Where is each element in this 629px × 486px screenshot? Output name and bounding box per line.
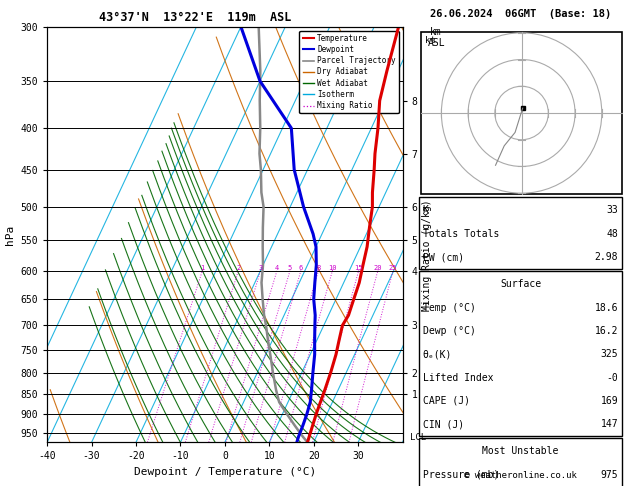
- Text: km
ASL: km ASL: [428, 27, 445, 48]
- FancyBboxPatch shape: [421, 32, 623, 194]
- Text: Dewp (°C): Dewp (°C): [423, 326, 476, 336]
- Text: 20: 20: [374, 265, 382, 271]
- Text: 1: 1: [200, 265, 204, 271]
- Text: Temp (°C): Temp (°C): [423, 303, 476, 312]
- Text: PW (cm): PW (cm): [423, 252, 464, 262]
- Text: © weatheronline.co.uk: © weatheronline.co.uk: [464, 471, 577, 480]
- Text: Lifted Index: Lifted Index: [423, 373, 493, 382]
- Text: 5: 5: [287, 265, 292, 271]
- Text: Most Unstable: Most Unstable: [482, 447, 559, 456]
- Text: θₑ(K): θₑ(K): [423, 349, 452, 359]
- Text: 3: 3: [259, 265, 263, 271]
- Text: Pressure (mb): Pressure (mb): [423, 470, 499, 480]
- Text: 26.06.2024  06GMT  (Base: 18): 26.06.2024 06GMT (Base: 18): [430, 9, 611, 19]
- FancyBboxPatch shape: [418, 197, 623, 269]
- Text: 2.98: 2.98: [594, 252, 618, 262]
- Text: 2: 2: [236, 265, 240, 271]
- Text: LCL: LCL: [409, 433, 426, 442]
- Text: CAPE (J): CAPE (J): [423, 396, 470, 406]
- Text: 16.2: 16.2: [594, 326, 618, 336]
- Text: 10: 10: [328, 265, 337, 271]
- Text: 147: 147: [601, 419, 618, 429]
- Text: kt: kt: [425, 36, 436, 46]
- Text: 4: 4: [275, 265, 279, 271]
- Legend: Temperature, Dewpoint, Parcel Trajectory, Dry Adiabat, Wet Adiabat, Isotherm, Mi: Temperature, Dewpoint, Parcel Trajectory…: [299, 31, 399, 113]
- Text: 975: 975: [601, 470, 618, 480]
- Text: 325: 325: [601, 349, 618, 359]
- Text: Surface: Surface: [500, 279, 541, 289]
- Text: 48: 48: [606, 229, 618, 239]
- Text: 8: 8: [316, 265, 320, 271]
- Text: 18.6: 18.6: [594, 303, 618, 312]
- Text: 33: 33: [606, 206, 618, 215]
- Y-axis label: hPa: hPa: [5, 225, 15, 244]
- Text: 169: 169: [601, 396, 618, 406]
- Text: 25: 25: [389, 265, 397, 271]
- FancyBboxPatch shape: [418, 271, 623, 436]
- Text: Mixing Ratio (g/kg): Mixing Ratio (g/kg): [423, 199, 432, 311]
- Text: 6: 6: [299, 265, 303, 271]
- Text: 15: 15: [354, 265, 363, 271]
- Text: Totals Totals: Totals Totals: [423, 229, 499, 239]
- FancyBboxPatch shape: [418, 438, 623, 486]
- Text: -0: -0: [606, 373, 618, 382]
- Text: 43°37'N  13°22'E  119m  ASL: 43°37'N 13°22'E 119m ASL: [99, 11, 291, 24]
- X-axis label: Dewpoint / Temperature (°C): Dewpoint / Temperature (°C): [134, 467, 316, 477]
- Text: CIN (J): CIN (J): [423, 419, 464, 429]
- Text: K: K: [423, 206, 429, 215]
